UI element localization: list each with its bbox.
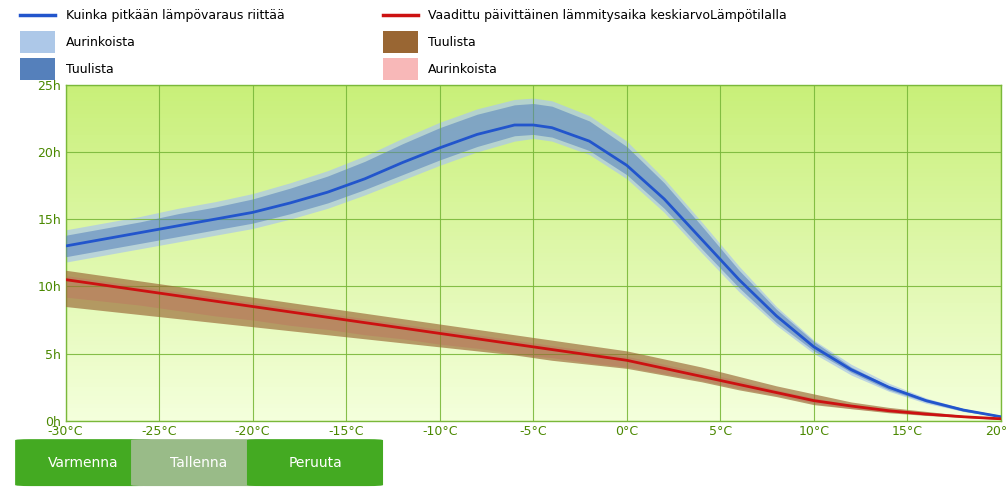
- Text: Aurinkoista: Aurinkoista: [428, 63, 498, 76]
- Text: Peruuta: Peruuta: [288, 456, 342, 470]
- Bar: [383, 31, 418, 53]
- Text: Varmenna: Varmenna: [47, 456, 119, 470]
- Text: Tuulista: Tuulista: [66, 63, 113, 76]
- FancyBboxPatch shape: [15, 439, 151, 486]
- Text: Tuulista: Tuulista: [428, 36, 476, 49]
- Text: Vaadittu päivittäinen lämmitysaika keskiarvoLämpötilalla: Vaadittu päivittäinen lämmitysaika keski…: [428, 9, 787, 22]
- Bar: [383, 58, 418, 80]
- Text: Aurinkoista: Aurinkoista: [66, 36, 135, 49]
- Text: Kuinka pitkään lämpövaraus riittää: Kuinka pitkään lämpövaraus riittää: [66, 9, 284, 22]
- FancyBboxPatch shape: [247, 439, 383, 486]
- Bar: [20, 31, 55, 53]
- FancyBboxPatch shape: [131, 439, 267, 486]
- Bar: [20, 58, 55, 80]
- Text: Tallenna: Tallenna: [170, 456, 228, 470]
